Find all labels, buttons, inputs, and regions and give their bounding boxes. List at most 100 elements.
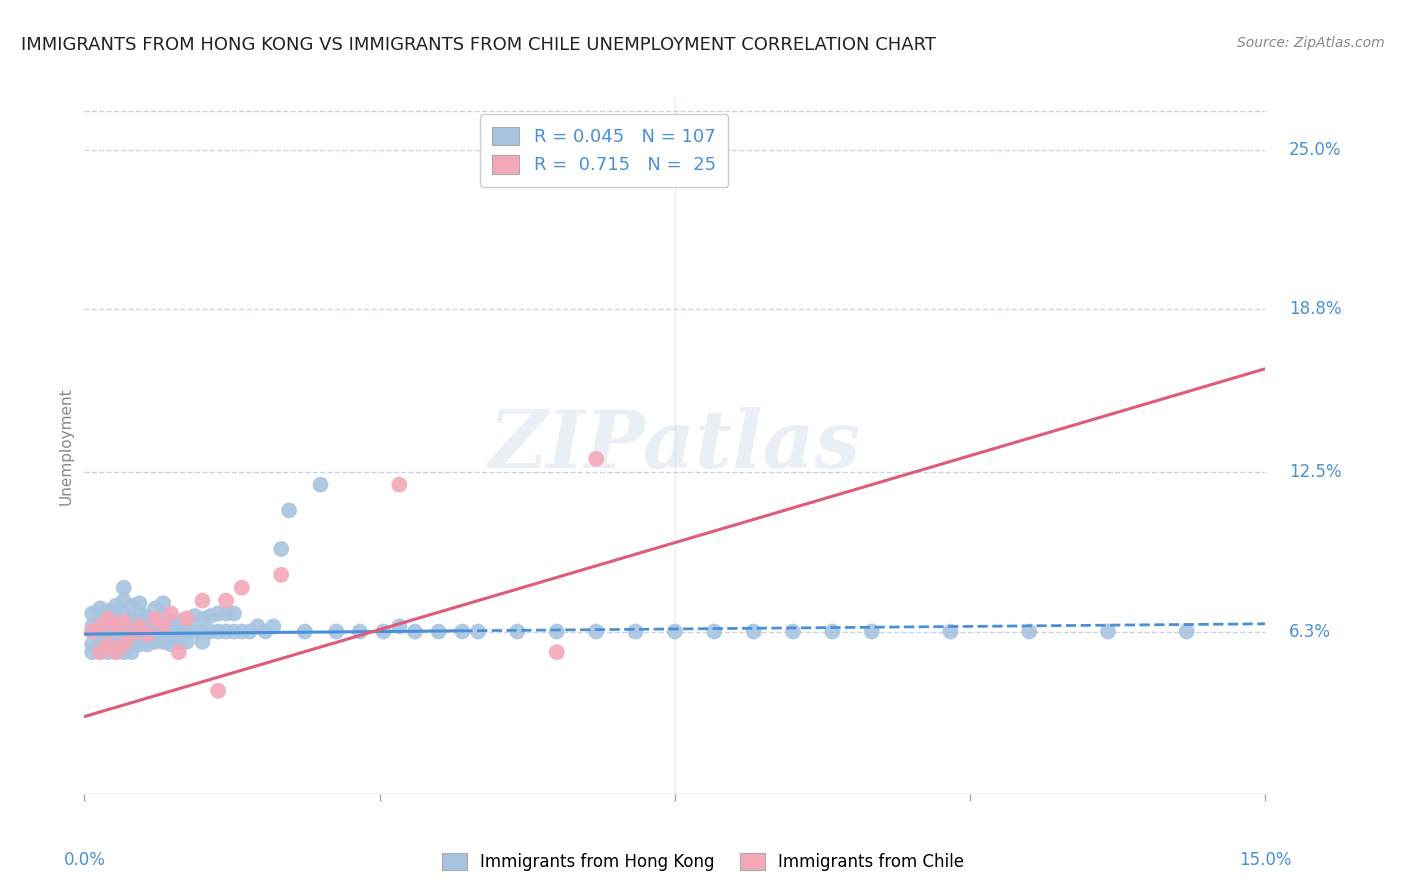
Point: [254, 624, 277, 639]
Point: [97, 645, 120, 659]
Point: [239, 624, 262, 639]
Point: [294, 624, 316, 639]
Point: [388, 477, 411, 491]
Point: [104, 645, 127, 659]
Point: [152, 624, 174, 639]
Legend: Immigrants from Hong Kong, Immigrants from Chile: Immigrants from Hong Kong, Immigrants fr…: [433, 845, 973, 880]
Point: [104, 645, 127, 659]
Point: [104, 637, 127, 651]
Text: ZIPatlas: ZIPatlas: [489, 408, 860, 484]
Point: [143, 601, 166, 615]
Point: [97, 612, 120, 626]
Point: [82, 624, 104, 639]
Point: [183, 624, 205, 639]
Point: [200, 624, 222, 639]
Point: [1175, 624, 1198, 639]
Point: [121, 619, 143, 633]
Point: [136, 624, 159, 639]
Point: [82, 637, 104, 651]
Point: [546, 645, 568, 659]
Y-axis label: Unemployment: Unemployment: [58, 387, 73, 505]
Point: [136, 627, 159, 641]
Point: [624, 624, 647, 639]
Point: [97, 619, 120, 633]
Point: [160, 614, 183, 628]
Point: [121, 624, 143, 639]
Point: [270, 542, 292, 557]
Point: [215, 593, 238, 607]
Point: [143, 635, 166, 649]
Point: [546, 624, 568, 639]
Point: [1097, 624, 1119, 639]
Point: [467, 624, 489, 639]
Point: [506, 624, 529, 639]
Point: [427, 624, 450, 639]
Point: [278, 503, 301, 517]
Text: 25.0%: 25.0%: [1289, 141, 1341, 159]
Point: [215, 624, 238, 639]
Point: [128, 616, 150, 631]
Point: [782, 624, 804, 639]
Point: [222, 624, 245, 639]
Point: [121, 627, 143, 641]
Point: [373, 624, 395, 639]
Point: [97, 604, 120, 618]
Text: 12.5%: 12.5%: [1289, 463, 1341, 481]
Point: [89, 614, 111, 628]
Point: [191, 635, 214, 649]
Point: [167, 624, 190, 639]
Point: [860, 624, 883, 639]
Point: [207, 607, 229, 621]
Point: [121, 645, 143, 659]
Point: [152, 619, 174, 633]
Point: [176, 635, 198, 649]
Point: [939, 624, 962, 639]
Point: [104, 619, 127, 633]
Point: [128, 637, 150, 651]
Point: [191, 593, 214, 607]
Legend: R = 0.045   N = 107, R =  0.715   N =  25: R = 0.045 N = 107, R = 0.715 N = 25: [479, 114, 728, 187]
Point: [152, 635, 174, 649]
Point: [112, 616, 135, 631]
Text: 18.8%: 18.8%: [1289, 301, 1341, 318]
Point: [325, 624, 347, 639]
Point: [82, 619, 104, 633]
Point: [112, 607, 135, 621]
Point: [143, 612, 166, 626]
Point: [160, 607, 183, 621]
Point: [89, 601, 111, 615]
Point: [262, 619, 284, 633]
Text: IMMIGRANTS FROM HONG KONG VS IMMIGRANTS FROM CHILE UNEMPLOYMENT CORRELATION CHAR: IMMIGRANTS FROM HONG KONG VS IMMIGRANTS …: [21, 36, 936, 54]
Point: [585, 451, 607, 466]
Point: [89, 624, 111, 639]
Point: [152, 609, 174, 624]
Point: [128, 607, 150, 621]
Point: [89, 645, 111, 659]
Point: [97, 637, 120, 651]
Point: [183, 609, 205, 624]
Point: [121, 612, 143, 626]
Point: [97, 612, 120, 626]
Point: [112, 614, 135, 628]
Point: [136, 637, 159, 651]
Point: [152, 596, 174, 610]
Point: [349, 624, 371, 639]
Point: [112, 593, 135, 607]
Point: [703, 624, 725, 639]
Point: [451, 624, 474, 639]
Point: [89, 619, 111, 633]
Point: [82, 645, 104, 659]
Point: [97, 632, 120, 647]
Point: [742, 624, 765, 639]
Point: [143, 614, 166, 628]
Point: [104, 616, 127, 631]
Text: 6.3%: 6.3%: [1289, 623, 1331, 640]
Point: [585, 624, 607, 639]
Point: [97, 624, 120, 639]
Point: [176, 612, 198, 626]
Point: [143, 624, 166, 639]
Point: [128, 596, 150, 610]
Point: [207, 624, 229, 639]
Point: [191, 624, 214, 639]
Point: [270, 567, 292, 582]
